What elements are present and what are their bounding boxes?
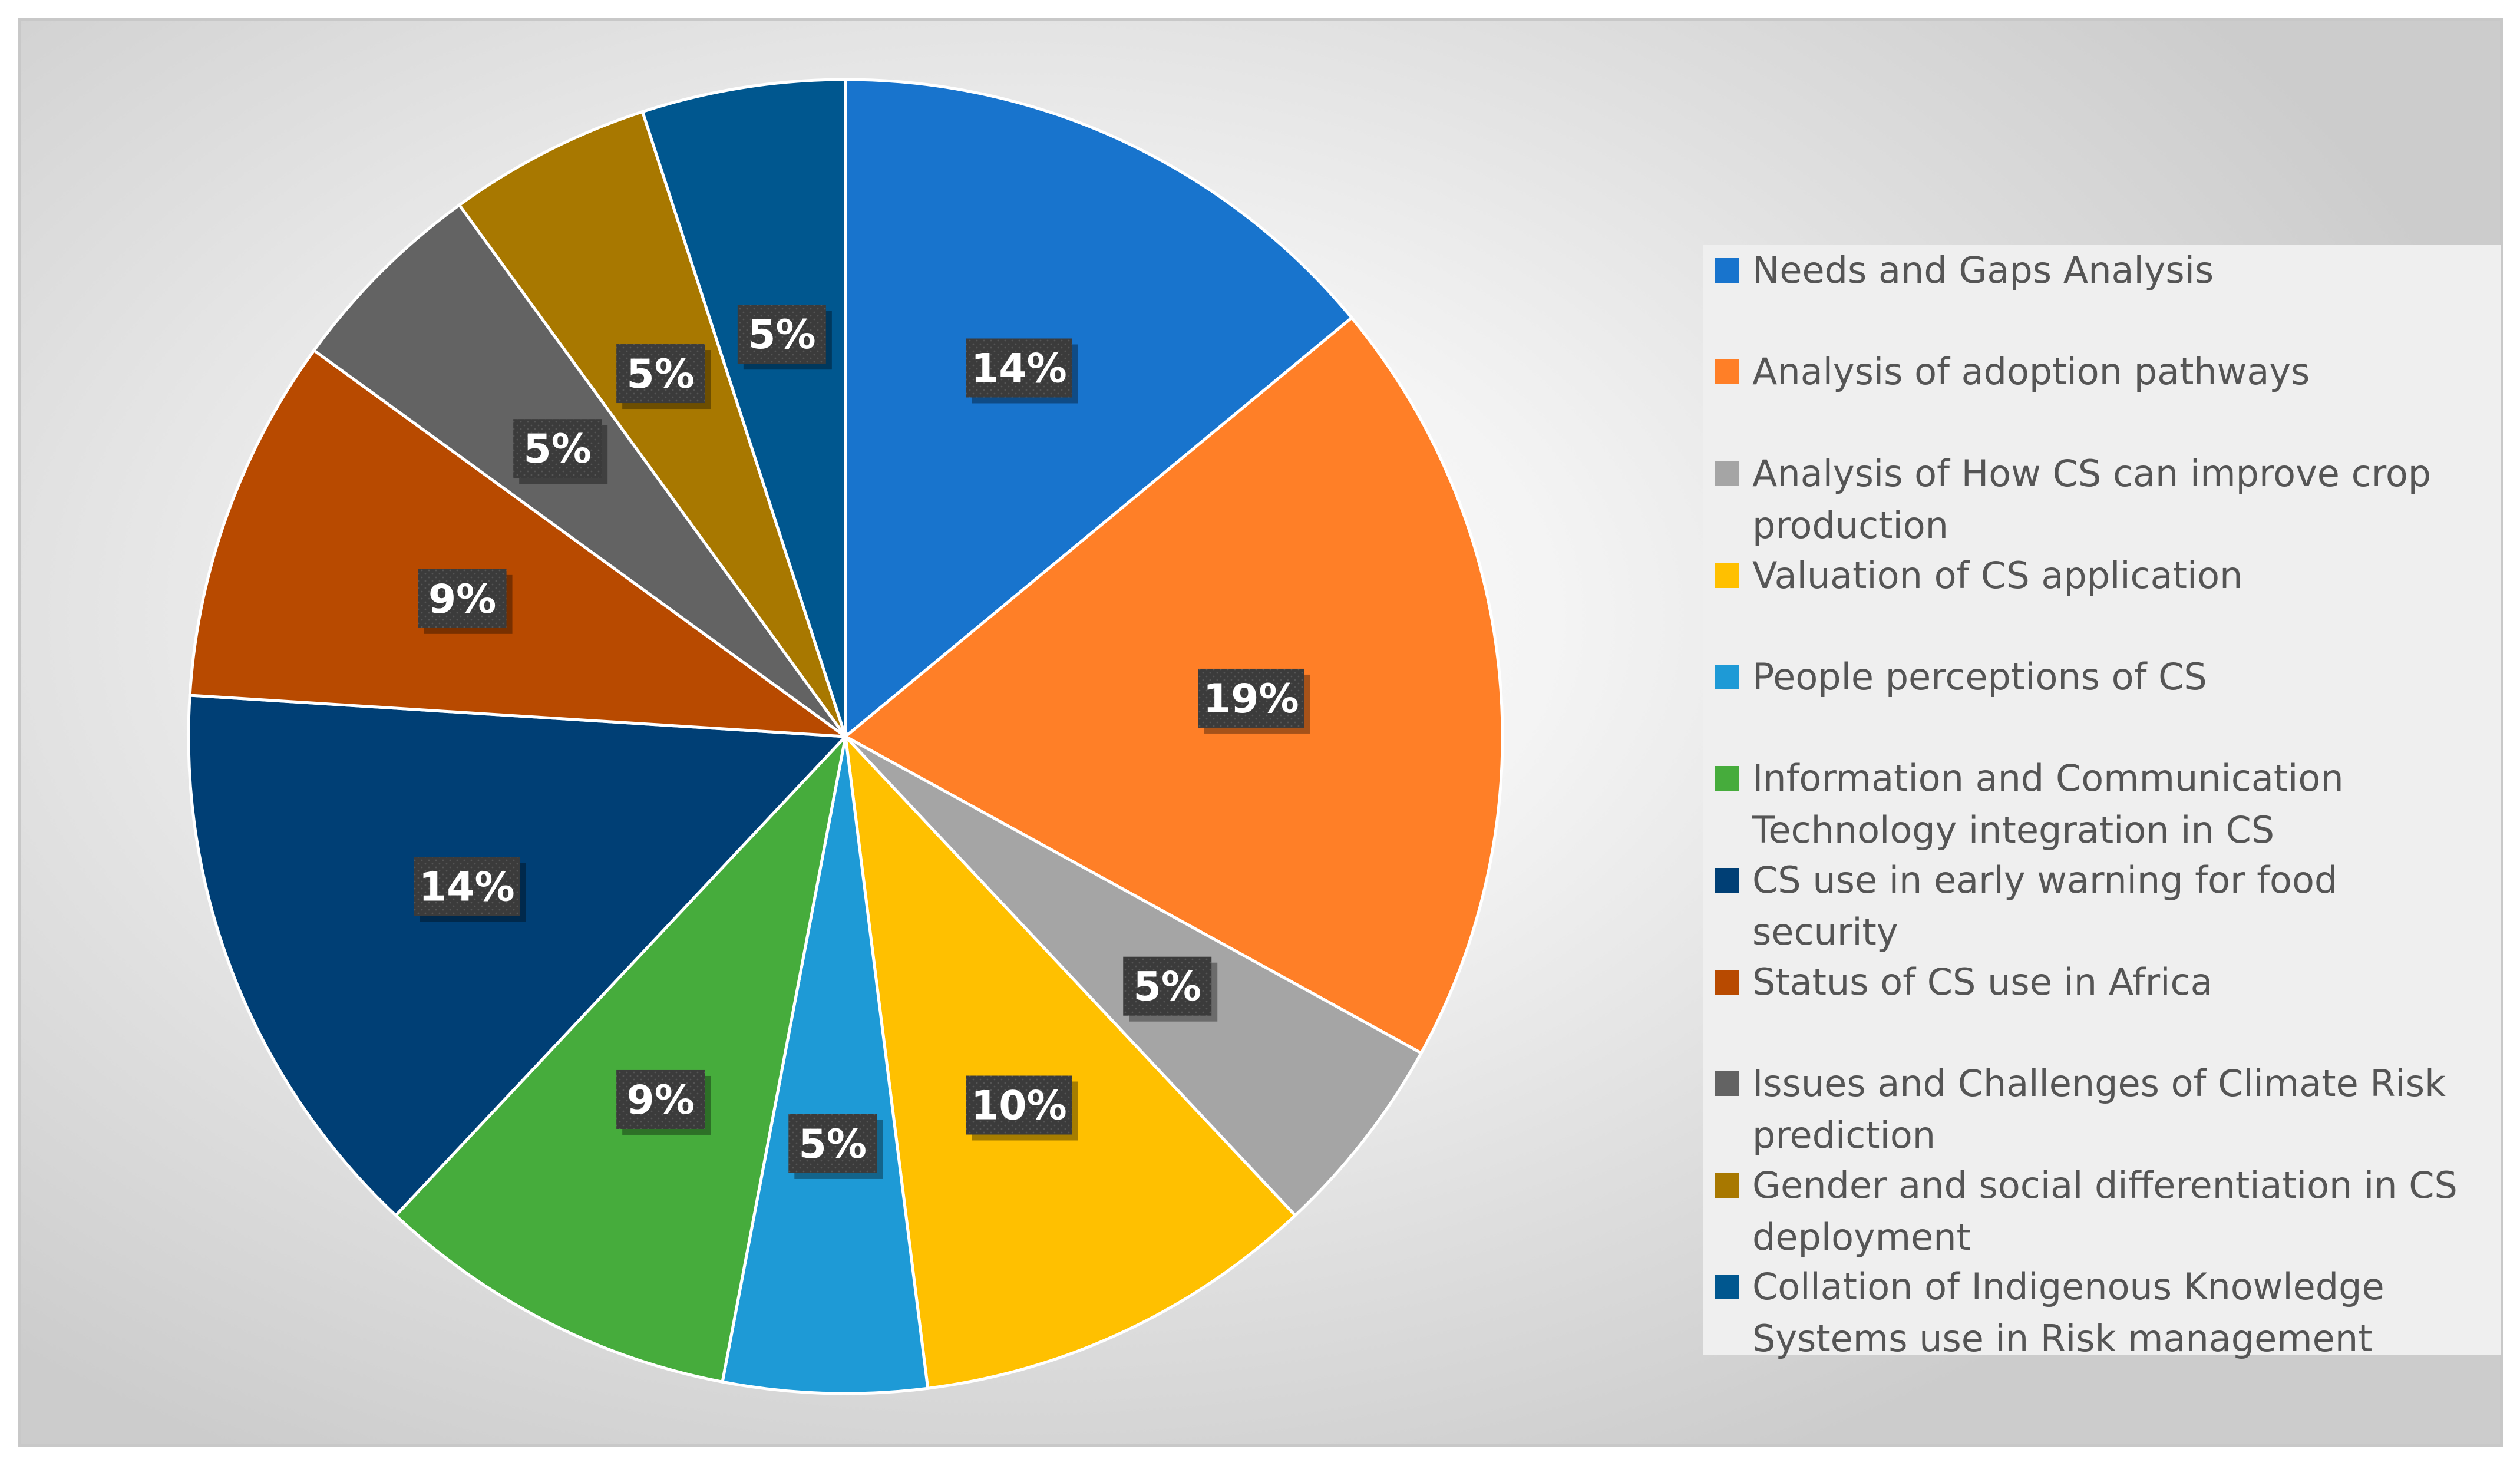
- chart-frame: 14% 19% 5% 10% 5% 9% 14% 9% 5% 5% 5% Needs and Gap…: [18, 18, 2503, 1447]
- legend-swatch: [1715, 1275, 1739, 1299]
- legend-swatch: [1715, 258, 1739, 283]
- pie-slice-6: [394, 732, 848, 1384]
- legend-label: Issues and Challenges of Climate Risk pr…: [1752, 1062, 2446, 1157]
- data-label-box: [737, 305, 826, 364]
- data-label-box: [1198, 668, 1304, 728]
- legend-label: People perceptions of CS: [1752, 655, 2207, 698]
- pie-slice-8: [188, 348, 851, 739]
- data-label-6: 9%: [616, 1069, 711, 1135]
- data-label-4: 10%: [966, 1075, 1078, 1141]
- legend-label: Needs and Gaps Analysis: [1752, 249, 2214, 292]
- data-label-box: [966, 1075, 1072, 1135]
- data-label-box: [418, 569, 507, 628]
- data-label-text: 14%: [971, 345, 1067, 392]
- data-label-text: 10%: [971, 1083, 1067, 1130]
- legend-swatch: [1715, 665, 1739, 689]
- data-label-text: 5%: [523, 426, 591, 473]
- data-label-1: 14%: [966, 338, 1078, 404]
- legend-item-10: Gender and social differentiation in CS …: [1715, 1160, 2492, 1263]
- data-label-box: [616, 344, 705, 404]
- legend-label: Analysis of adoption pathways: [1752, 350, 2310, 393]
- pie-slice-2: [843, 315, 1504, 1055]
- data-label-2: 19%: [1198, 668, 1310, 734]
- pie-slices: [187, 78, 1504, 1395]
- pie-slice-4: [843, 732, 1297, 1391]
- data-label-box: [788, 1114, 877, 1173]
- data-label-text: 19%: [1203, 676, 1299, 722]
- legend-item-4: Valuation of CS application: [1715, 550, 2492, 602]
- legend-item-8: Status of CS use in Africa: [1715, 956, 2492, 1008]
- pie-chart: 14% 19% 5% 10% 5% 9% 14% 9% 5% 5% 5%: [187, 78, 1504, 1395]
- pie-slice-11: [640, 78, 847, 737]
- legend-item-2: Analysis of adoption pathways: [1715, 346, 2492, 398]
- pie-slice-7: [187, 694, 849, 1218]
- legend-swatch: [1715, 868, 1739, 893]
- legend-item-1: Needs and Gaps Analysis: [1715, 245, 2492, 296]
- legend-label: Gender and social differentiation in CS …: [1752, 1164, 2458, 1259]
- legend-item-7: CS use in early warning for food securit…: [1715, 854, 2492, 958]
- legend-label: CS use in early warning for food securit…: [1752, 859, 2338, 953]
- data-label-text: 5%: [748, 312, 815, 358]
- data-label-text: 5%: [1134, 964, 1201, 1011]
- legend: Needs and Gaps Analysis Analysis of adopt…: [1703, 245, 2501, 1360]
- legend-label: Analysis of How CS can improve crop prod…: [1752, 452, 2432, 547]
- pie-slice-5: [721, 736, 930, 1395]
- data-label-text: 5%: [799, 1121, 867, 1168]
- pie-slice-1: [844, 78, 1354, 740]
- data-label-3: 5%: [1123, 956, 1218, 1022]
- legend-item-3: Analysis of How CS can improve crop prod…: [1715, 448, 2492, 552]
- legend-label: Status of CS use in Africa: [1752, 960, 2213, 1003]
- legend-swatch: [1715, 359, 1739, 384]
- data-label-10: 5%: [616, 344, 711, 410]
- data-label-box: [966, 338, 1072, 398]
- data-label-text: 9%: [626, 1077, 694, 1124]
- legend-swatch: [1715, 461, 1739, 486]
- data-label-11: 5%: [737, 305, 832, 370]
- legend-swatch: [1715, 970, 1739, 995]
- data-label-box: [414, 857, 520, 916]
- data-label-9: 5%: [513, 419, 608, 484]
- data-label-box: [1123, 956, 1212, 1016]
- legend-item-5: People perceptions of CS: [1715, 651, 2492, 703]
- data-labels: 14% 19% 5% 10% 5% 9% 14% 9% 5% 5% 5%: [414, 305, 1310, 1179]
- legend-item-11: Collation of Indigenous Knowledge System…: [1715, 1261, 2492, 1365]
- legend-swatch: [1715, 1071, 1739, 1096]
- legend-swatch: [1715, 563, 1739, 588]
- legend-item-9: Issues and Challenges of Climate Risk pr…: [1715, 1058, 2492, 1161]
- data-label-5: 5%: [788, 1114, 883, 1179]
- data-label-box: [616, 1069, 705, 1129]
- pie-slice-10: [457, 110, 847, 738]
- legend-label: Valuation of CS application: [1752, 554, 2243, 597]
- data-label-text: 14%: [419, 864, 515, 910]
- legend-item-6: Information and Communication Technology…: [1715, 752, 2492, 856]
- data-label-8: 9%: [418, 569, 513, 634]
- legend-swatch: [1715, 1173, 1739, 1198]
- legend-swatch: [1715, 766, 1739, 791]
- data-label-7: 14%: [414, 857, 526, 922]
- legend-label: Collation of Indigenous Knowledge System…: [1752, 1265, 2384, 1360]
- data-label-box: [513, 419, 602, 478]
- data-label-text: 5%: [626, 351, 694, 398]
- data-label-text: 9%: [428, 576, 496, 623]
- legend-label: Information and Communication Technology…: [1752, 757, 2344, 851]
